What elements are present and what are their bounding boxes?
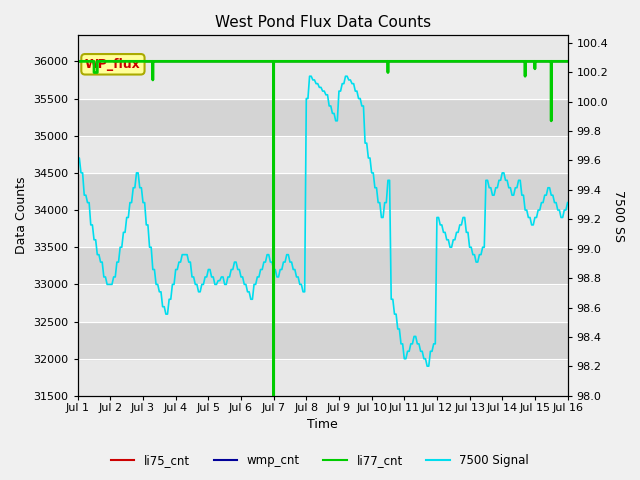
Bar: [77, 322, 568, 359]
Text: WP_flux: WP_flux: [85, 58, 141, 71]
Y-axis label: Data Counts: Data Counts: [15, 177, 28, 254]
Title: West Pond Flux Data Counts: West Pond Flux Data Counts: [214, 15, 431, 30]
Y-axis label: 7500 SS: 7500 SS: [612, 190, 625, 241]
Bar: [77, 359, 568, 396]
Bar: [77, 284, 568, 322]
Bar: [77, 136, 568, 173]
Bar: [77, 61, 568, 98]
Bar: [77, 98, 568, 136]
Bar: [77, 36, 568, 61]
Bar: [77, 173, 568, 210]
X-axis label: Time: Time: [307, 419, 338, 432]
Legend: li75_cnt, wmp_cnt, li77_cnt, 7500 Signal: li75_cnt, wmp_cnt, li77_cnt, 7500 Signal: [106, 449, 534, 472]
Bar: [77, 247, 568, 284]
Bar: [77, 210, 568, 247]
